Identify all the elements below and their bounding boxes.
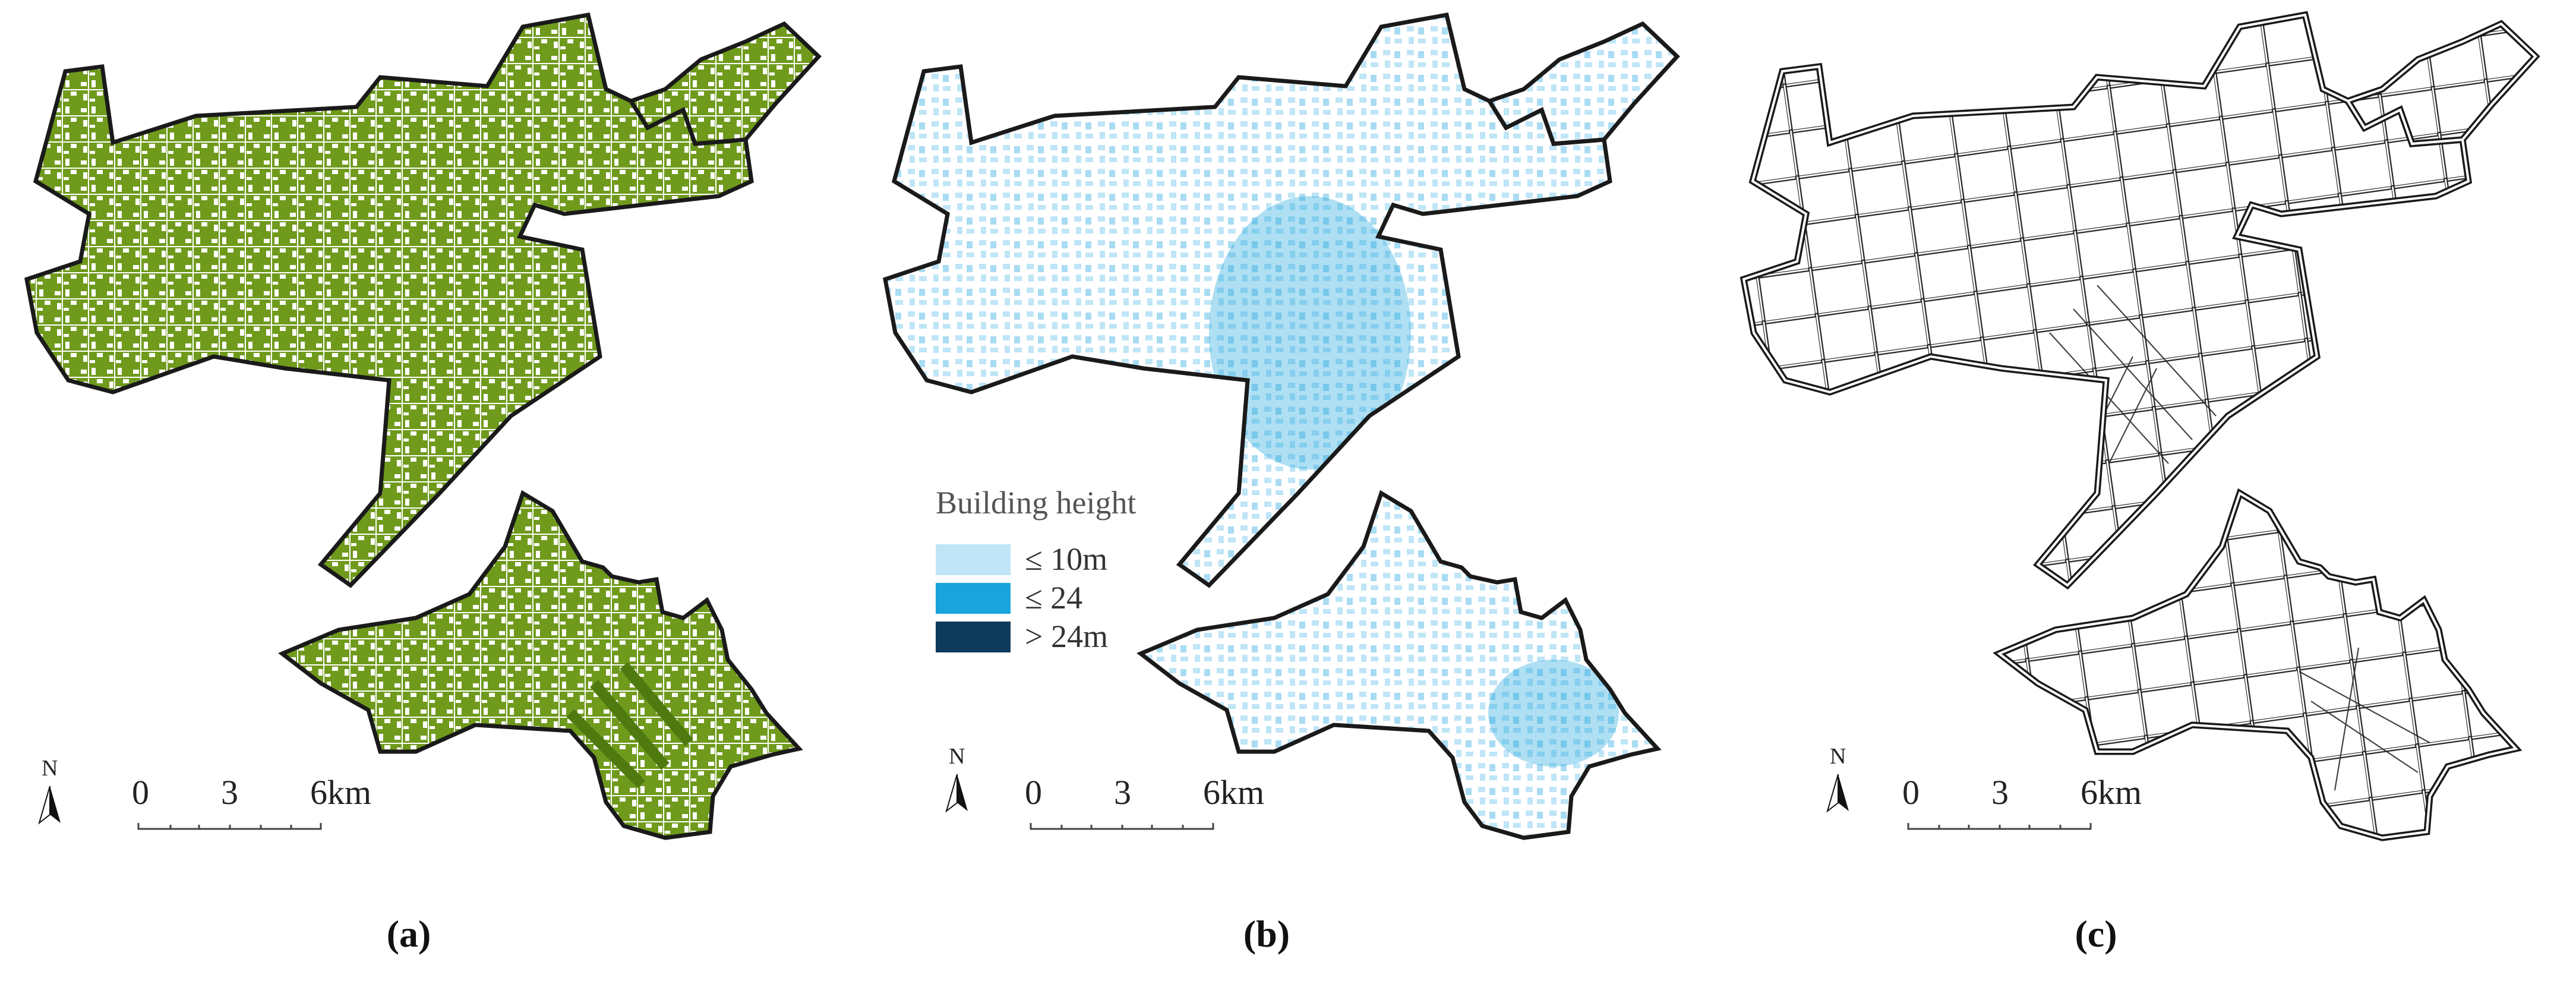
scale-tick-0: 0: [1902, 773, 1920, 812]
legend-item-mid: ≤ 24: [936, 579, 1185, 616]
panel-caption-a: (a): [386, 913, 431, 955]
north-arrow-icon: N: [38, 756, 61, 825]
legend-label-low: ≤ 10m: [1025, 541, 1108, 577]
vegetation-map: N: [0, 0, 858, 984]
panel-c-road-network-map: N 0 3 6km (c): [1717, 0, 2575, 984]
north-arrow-label: N: [1830, 744, 1846, 769]
scale-tick-6km: 6km: [310, 773, 372, 812]
vegetation-fill: [27, 15, 819, 838]
panel-caption-c: (c): [2075, 913, 2117, 955]
panel-a-vegetation-map: N 0 3 6km (a): [0, 0, 858, 984]
panel-caption-b: (b): [1243, 913, 1290, 955]
scale-tick-3: 3: [221, 773, 238, 812]
legend-swatch-low: [936, 544, 1011, 575]
road-network-map: N: [1717, 0, 2575, 984]
scale-tick-6km: 6km: [1203, 773, 1265, 812]
legend-label-mid: ≤ 24: [1025, 580, 1083, 616]
panel-b-building-height-map: N 0 3 6km Building height ≤ 10m ≤ 24 > 2…: [858, 0, 1717, 984]
scale-bar: [1907, 823, 2092, 830]
scale-tick-0: 0: [1025, 773, 1042, 812]
scale-tick-6km: 6km: [2081, 773, 2142, 812]
north-arrow-label: N: [42, 756, 58, 781]
legend-item-high: > 24m: [936, 618, 1185, 655]
scale-bar: [137, 823, 322, 830]
road-network: [1744, 15, 2536, 838]
legend-swatch-mid: [936, 583, 1011, 614]
building-height-legend: Building height ≤ 10m ≤ 24 > 24m: [936, 484, 1185, 663]
scale-tick-0: 0: [132, 773, 149, 812]
north-arrow-icon: N: [945, 744, 968, 813]
legend-label-high: > 24m: [1025, 619, 1108, 654]
north-arrow-label: N: [949, 744, 965, 769]
legend-item-low: ≤ 10m: [936, 541, 1185, 578]
scale-tick-3: 3: [1991, 773, 2009, 812]
legend-swatch-high: [936, 622, 1011, 652]
north-arrow-icon: N: [1826, 744, 1849, 813]
building-height-map: N: [858, 0, 1717, 984]
scale-tick-3: 3: [1114, 773, 1131, 812]
scale-bar: [1030, 823, 1214, 830]
legend-title: Building height: [936, 485, 1137, 521]
